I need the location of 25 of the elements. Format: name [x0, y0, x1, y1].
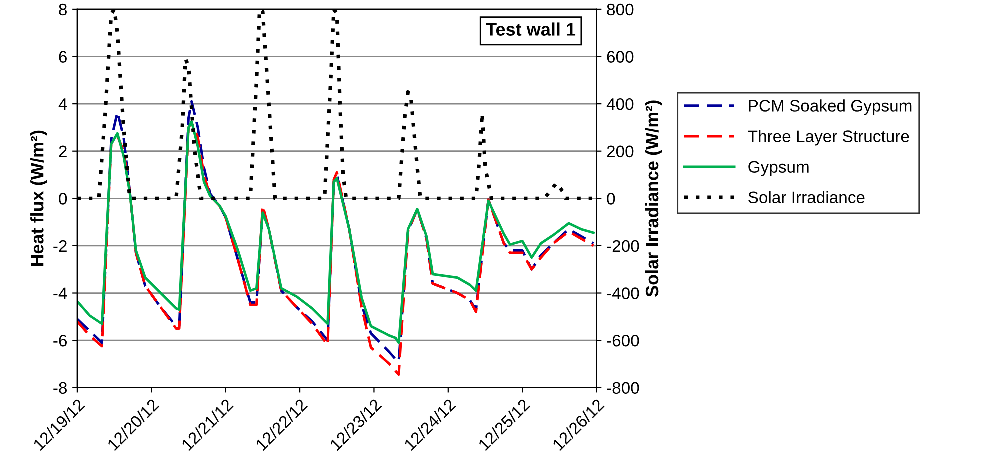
- y2-tick-label: 400: [606, 98, 634, 110]
- y2-tick-label: -600: [607, 334, 640, 347]
- y2-tick-label: -200: [607, 240, 640, 252]
- y2-tick-label: 200: [607, 146, 634, 158]
- legend-label: Three Layer Structure: [748, 130, 910, 146]
- y-tick-label: 2: [59, 146, 67, 158]
- y-tick-label: 6: [59, 51, 67, 63]
- y-axis-title: Heat flux (W/m²): [30, 130, 48, 266]
- legend-label: Gypsum: [748, 161, 809, 176]
- y-tick-label: 4: [58, 98, 68, 110]
- legend-label: Solar Irradiance: [748, 191, 865, 204]
- y-tick-label: -6: [54, 334, 67, 347]
- y2-tick-label: -800: [607, 382, 640, 394]
- legend-label: PCM Soaked Gypsum: [749, 100, 912, 116]
- y-tick-label: -2: [54, 240, 67, 252]
- y-tick-label: -4: [54, 288, 68, 300]
- y2-axis-title: Solar Irradiance (W/m²): [645, 100, 662, 297]
- y-tick-label: 8: [59, 4, 68, 16]
- y2-tick-label: 600: [607, 51, 634, 63]
- y-tick-label: 0: [59, 193, 68, 205]
- y2-tick-label: 800: [607, 4, 634, 16]
- annotation: Test wall 1: [486, 22, 576, 36]
- y-tick-label: -8: [54, 382, 68, 394]
- y2-tick-label: -400: [607, 288, 640, 300]
- y2-tick-label: 0: [607, 193, 616, 205]
